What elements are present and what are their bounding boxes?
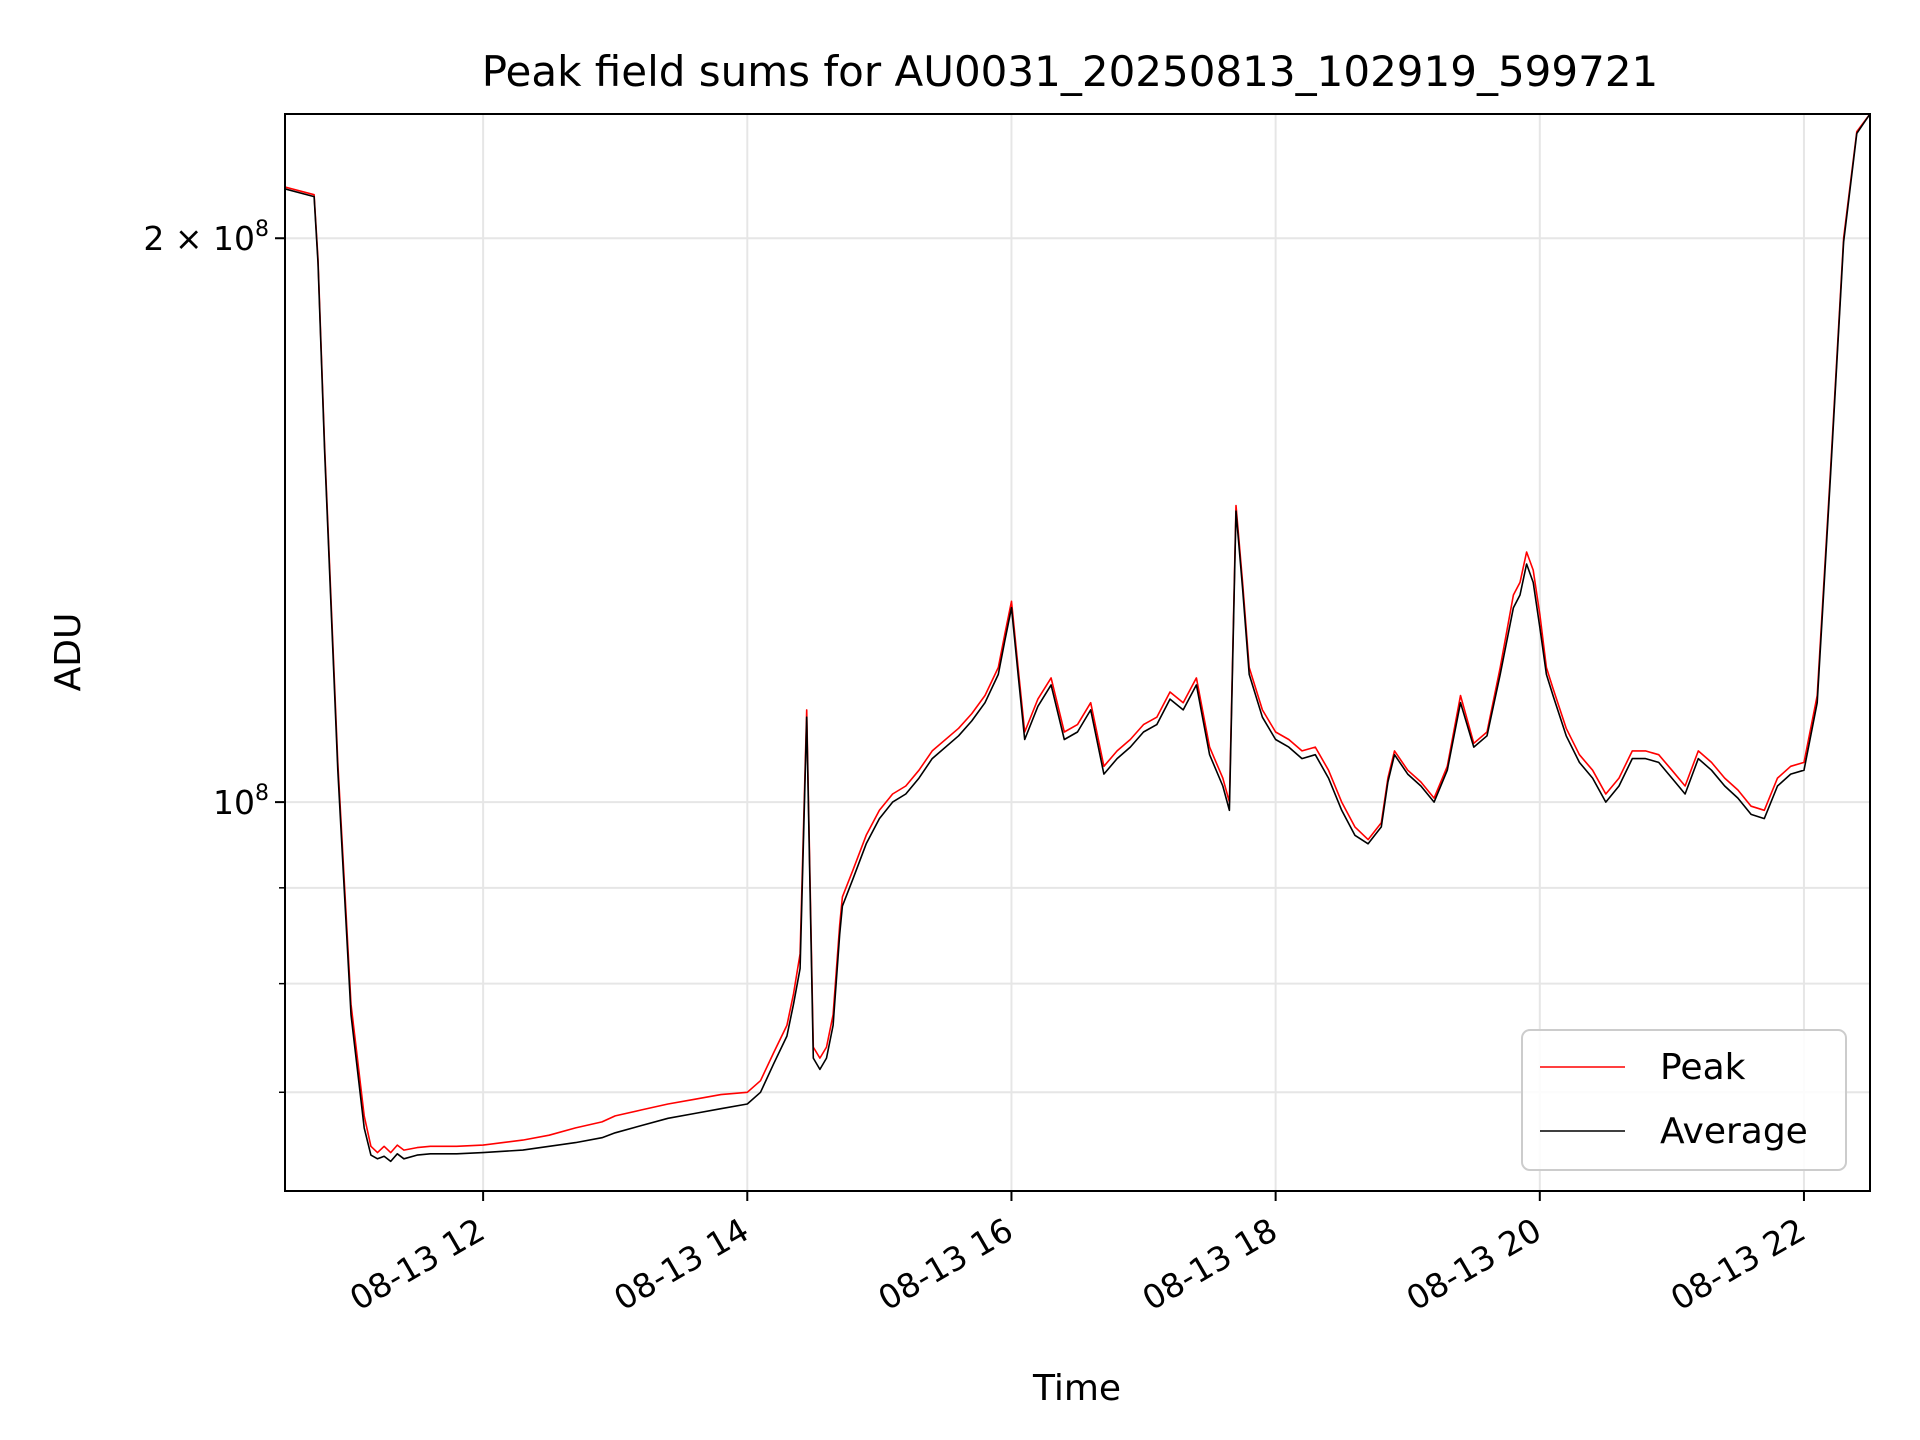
- y-tick-label: 108: [213, 781, 269, 822]
- grid-lines: [285, 114, 1870, 1191]
- legend-box: [1521, 1029, 1847, 1171]
- y-axis-label: ADU: [48, 613, 89, 692]
- x-axis-label: Time: [1032, 1368, 1121, 1409]
- plot-series: [285, 114, 1870, 1163]
- plot-frame: [284, 113, 1871, 1192]
- legend-label-average: Average: [1660, 1111, 1808, 1152]
- legend: Peak Average: [1521, 1029, 1847, 1171]
- chart-title: Peak field sums for AU0031_20250813_1029…: [482, 47, 1659, 96]
- series-line-peak: [285, 114, 1870, 1154]
- y-tick-label: 2 × 108: [143, 217, 269, 258]
- legend-label-peak: Peak: [1660, 1047, 1746, 1088]
- series-line-average: [285, 114, 1870, 1163]
